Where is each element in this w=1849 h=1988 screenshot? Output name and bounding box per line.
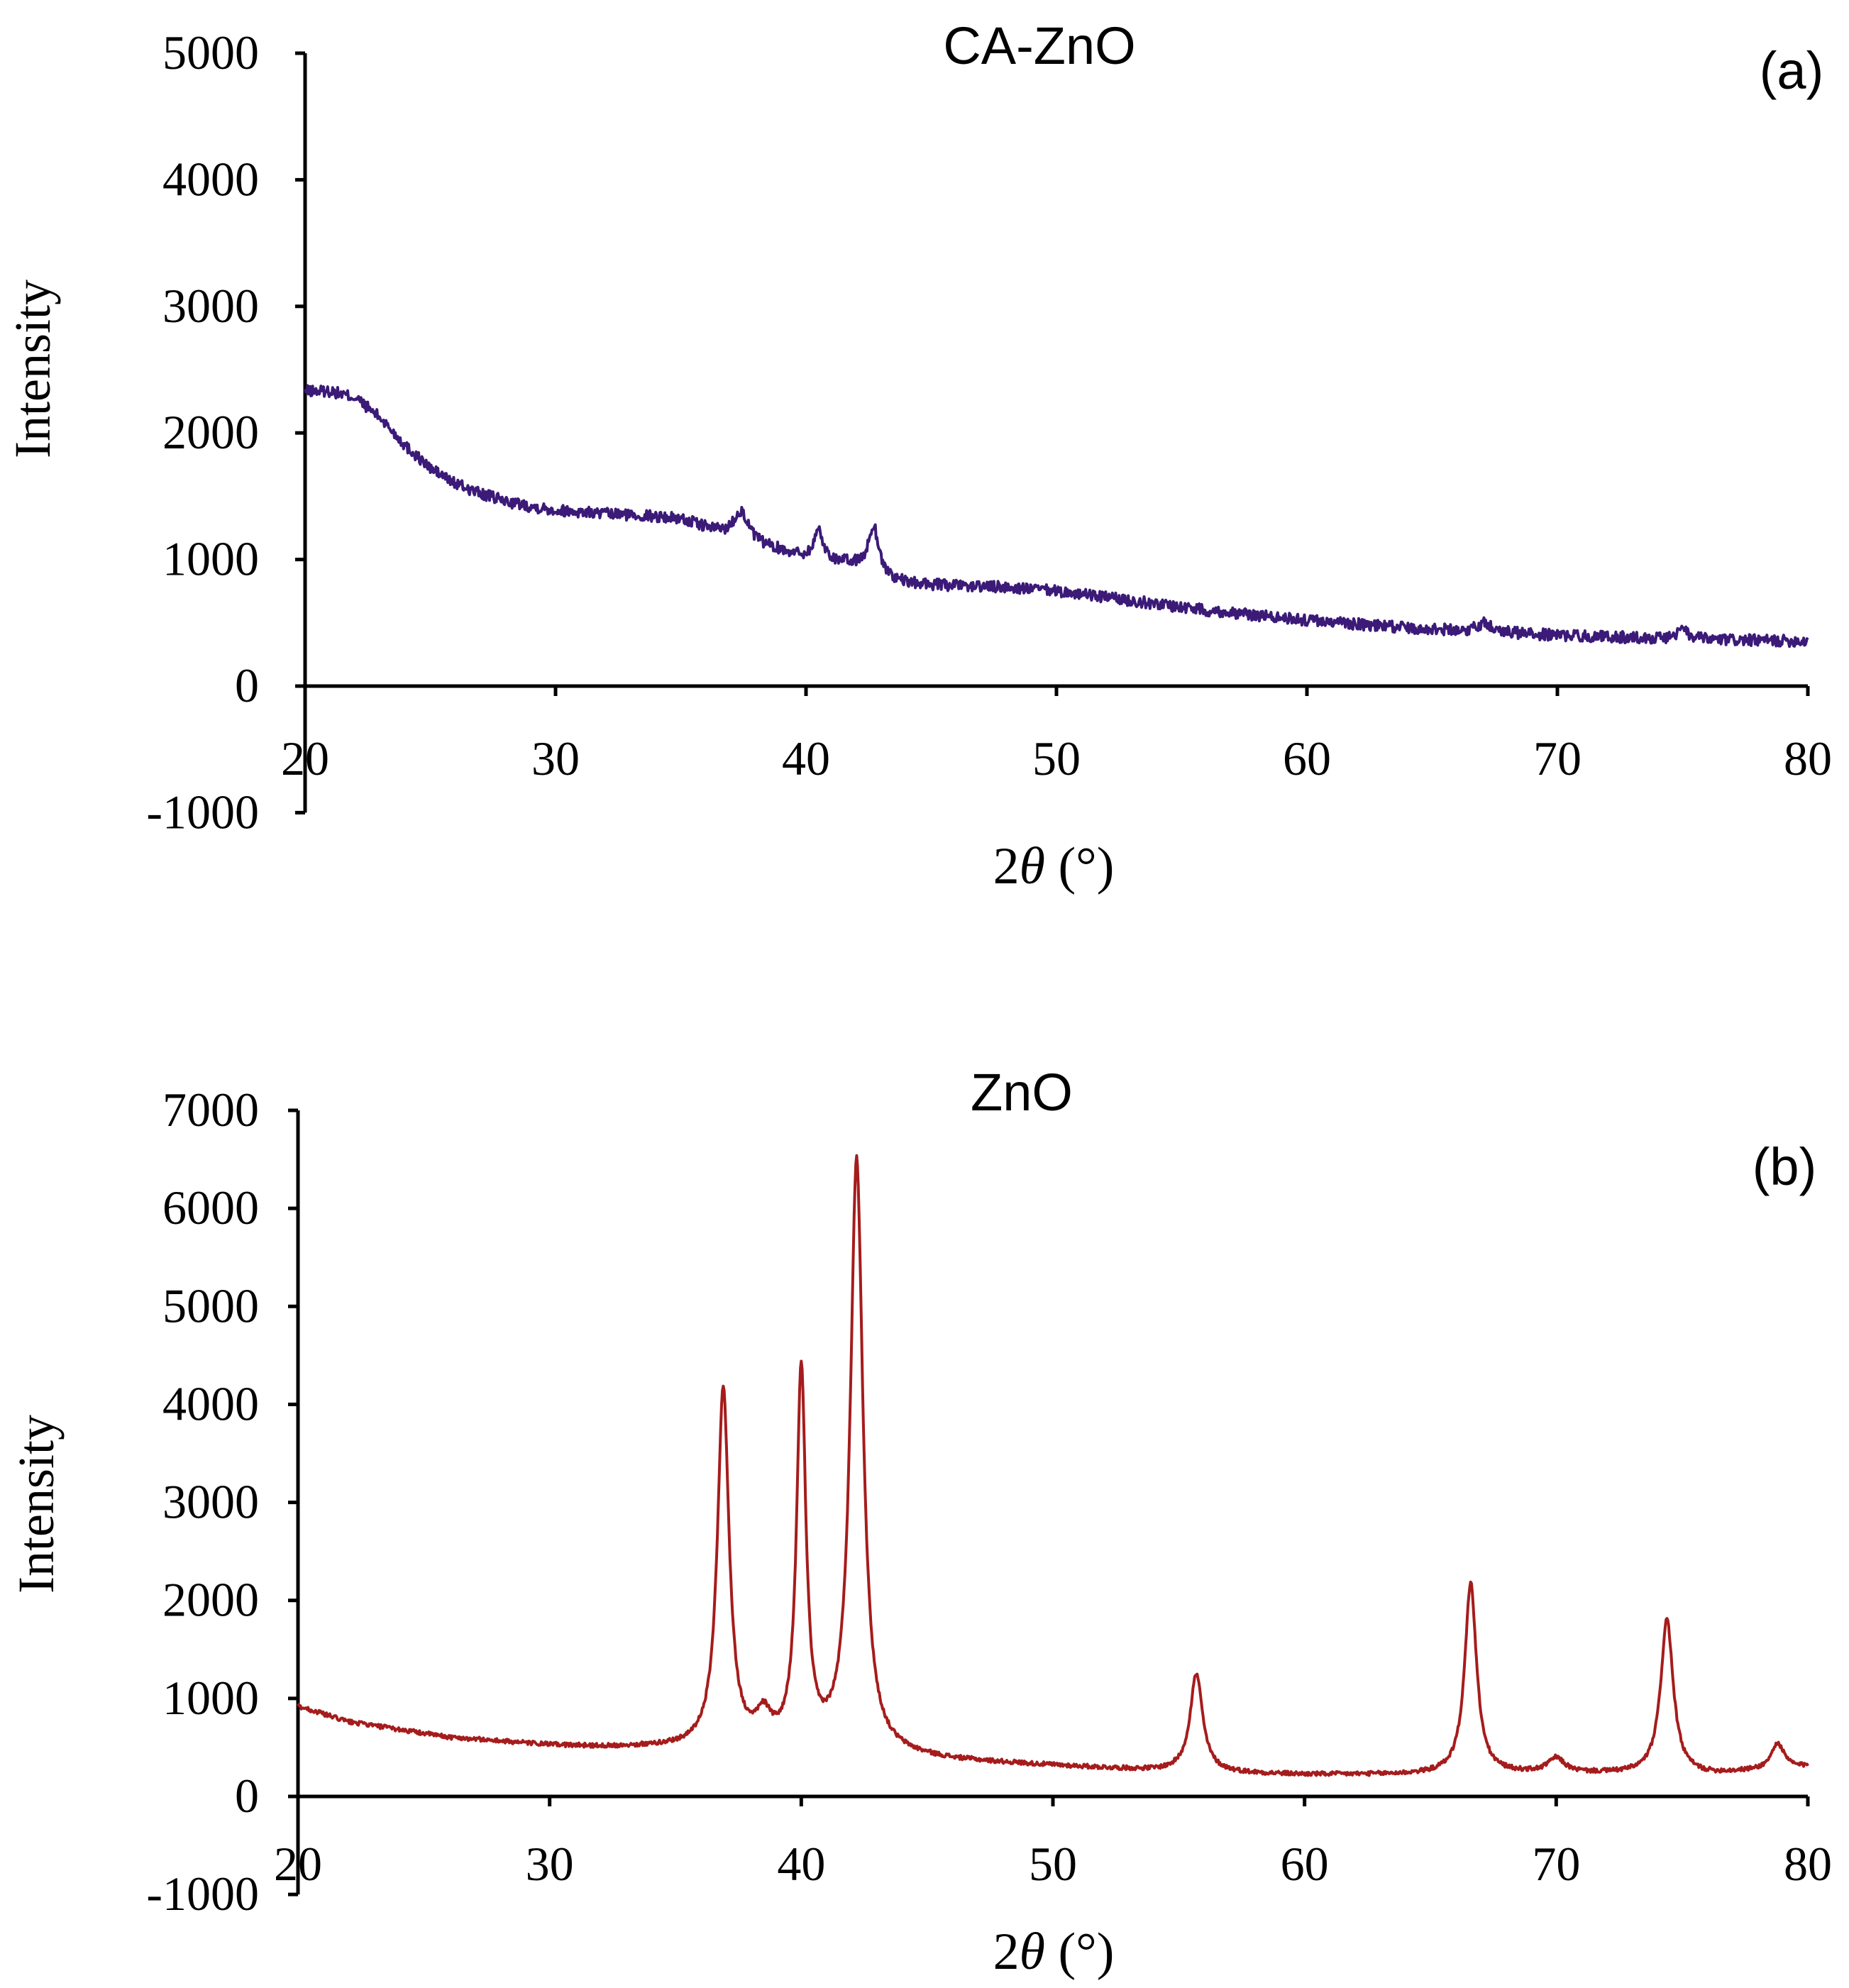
y-tick-label-b: 6000 bbox=[162, 1181, 259, 1235]
x-tick-label-a: 50 bbox=[1032, 731, 1081, 785]
x-axis-title-theta-a: θ bbox=[1020, 837, 1045, 895]
y-tick-label-b: 3000 bbox=[162, 1475, 259, 1529]
y-tick-label-a: 4000 bbox=[162, 152, 259, 206]
chart-title-a: CA-ZnO bbox=[943, 16, 1135, 75]
x-axis-title-suffix-a: (°) bbox=[1045, 837, 1114, 895]
x-axis-title-prefix-a: 2 bbox=[993, 837, 1020, 895]
plot-area-b: 7000 6000 5000 4000 3000 2000 1000 0 -1000 20 30 40… bbox=[146, 1083, 1832, 1921]
x-tick-label-b: 20 bbox=[274, 1837, 322, 1891]
y-tick-label-b: 4000 bbox=[162, 1376, 259, 1430]
y-tick-label-a: -1000 bbox=[146, 785, 259, 839]
x-tick-label-b: 30 bbox=[526, 1837, 574, 1891]
y-tick-label-b: 2000 bbox=[162, 1573, 259, 1627]
chart-panel-a: CA-ZnO (a) Intensity 2θ (°) bbox=[4, 16, 1823, 895]
x-tick-label-a: 30 bbox=[531, 731, 580, 785]
x-tick-label-a: 20 bbox=[281, 731, 329, 785]
x-axis-title-a: 2θ (°) bbox=[993, 837, 1115, 895]
y-tick-label-b: 5000 bbox=[162, 1279, 259, 1332]
x-axis-title-theta-b: θ bbox=[1020, 1923, 1045, 1981]
plot-area-a: 5000 4000 3000 2000 1000 0 -1000 20 30 40 50 60 70 80 bbox=[146, 26, 1832, 839]
y-tick-label-a: 1000 bbox=[162, 532, 259, 586]
series-line-b bbox=[297, 1154, 1809, 1777]
y-tick-label-a: 3000 bbox=[162, 279, 259, 333]
x-axis-title-suffix-b: (°) bbox=[1045, 1923, 1114, 1981]
panel-label-b: (b) bbox=[1753, 1137, 1816, 1196]
y-tick-label-a: 5000 bbox=[162, 26, 259, 79]
y-tick-label-b: 0 bbox=[235, 1769, 259, 1823]
x-tick-label-b: 70 bbox=[1532, 1837, 1580, 1891]
y-tick-label-b: -1000 bbox=[146, 1867, 259, 1921]
chart-title-b: ZnO bbox=[971, 1063, 1073, 1122]
x-tick-label-b: 60 bbox=[1281, 1837, 1329, 1891]
y-axis-title-b: Intensity bbox=[8, 1415, 65, 1594]
series-line-a bbox=[304, 384, 1809, 648]
x-axis-title-prefix-b: 2 bbox=[993, 1923, 1020, 1981]
y-tick-label-a: 0 bbox=[235, 658, 259, 712]
x-tick-label-a: 60 bbox=[1283, 731, 1331, 785]
x-tick-label-b: 80 bbox=[1784, 1837, 1832, 1891]
y-tick-label-a: 2000 bbox=[162, 405, 259, 459]
x-axis-title-b: 2θ (°) bbox=[993, 1923, 1115, 1981]
x-tick-label-b: 40 bbox=[777, 1837, 825, 1891]
x-tick-label-a: 40 bbox=[782, 731, 830, 785]
x-tick-label-a: 80 bbox=[1784, 731, 1832, 785]
x-tick-label-a: 70 bbox=[1533, 731, 1582, 785]
x-tick-label-b: 50 bbox=[1029, 1837, 1077, 1891]
y-tick-label-b: 1000 bbox=[162, 1671, 259, 1725]
y-axis-title-a: Intensity bbox=[4, 280, 61, 458]
y-tick-label-b: 7000 bbox=[162, 1083, 259, 1137]
panel-label-a: (a) bbox=[1760, 41, 1823, 100]
chart-panel-b: ZnO (b) Intensity 2θ (°) bbox=[8, 1063, 1816, 1981]
